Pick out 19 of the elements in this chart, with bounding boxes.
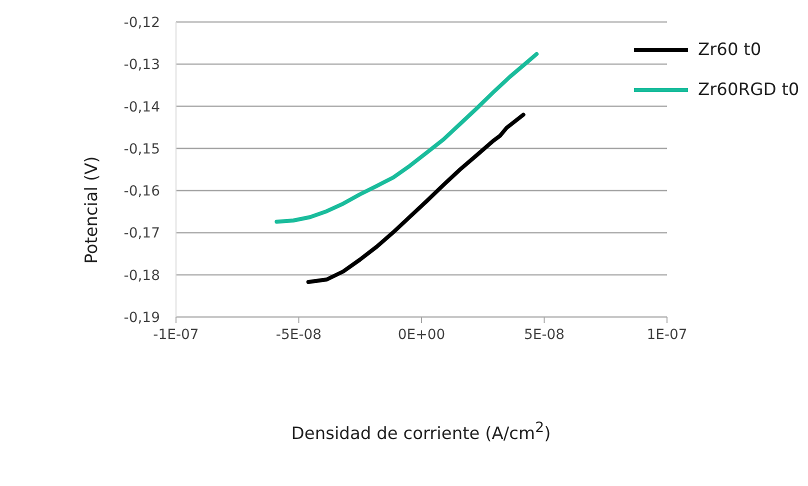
legend-label: Zr60 t0 [698,40,762,60]
x-tick-label: 0E+00 [398,326,446,343]
x-tick-label: 5E-08 [524,326,565,343]
y-tick-label: -0,12 [124,14,160,31]
y-tick-label: -0,18 [124,268,160,284]
x-tick-label: -5E-08 [276,326,322,343]
line-series [306,112,526,284]
x-tick-label: 1E-07 [646,326,688,343]
y-tick-label: -0,16 [124,184,160,200]
y-tick-label: -0,13 [124,57,160,74]
x-tick-label: -1E-07 [153,326,199,343]
y-axis-title: Potencial (V) [82,156,102,264]
x-axis-title: Densidad de corriente (A/cm$^{2}$) [291,420,551,444]
y-tick-label: -0,19 [124,310,160,326]
line-series [274,52,539,224]
y-tick-label: -0,15 [124,141,160,158]
y-tick-label: -0,14 [124,99,160,116]
legend-label: Zr60RGD t0 [698,80,800,100]
y-tick-label: -0,17 [124,226,160,242]
